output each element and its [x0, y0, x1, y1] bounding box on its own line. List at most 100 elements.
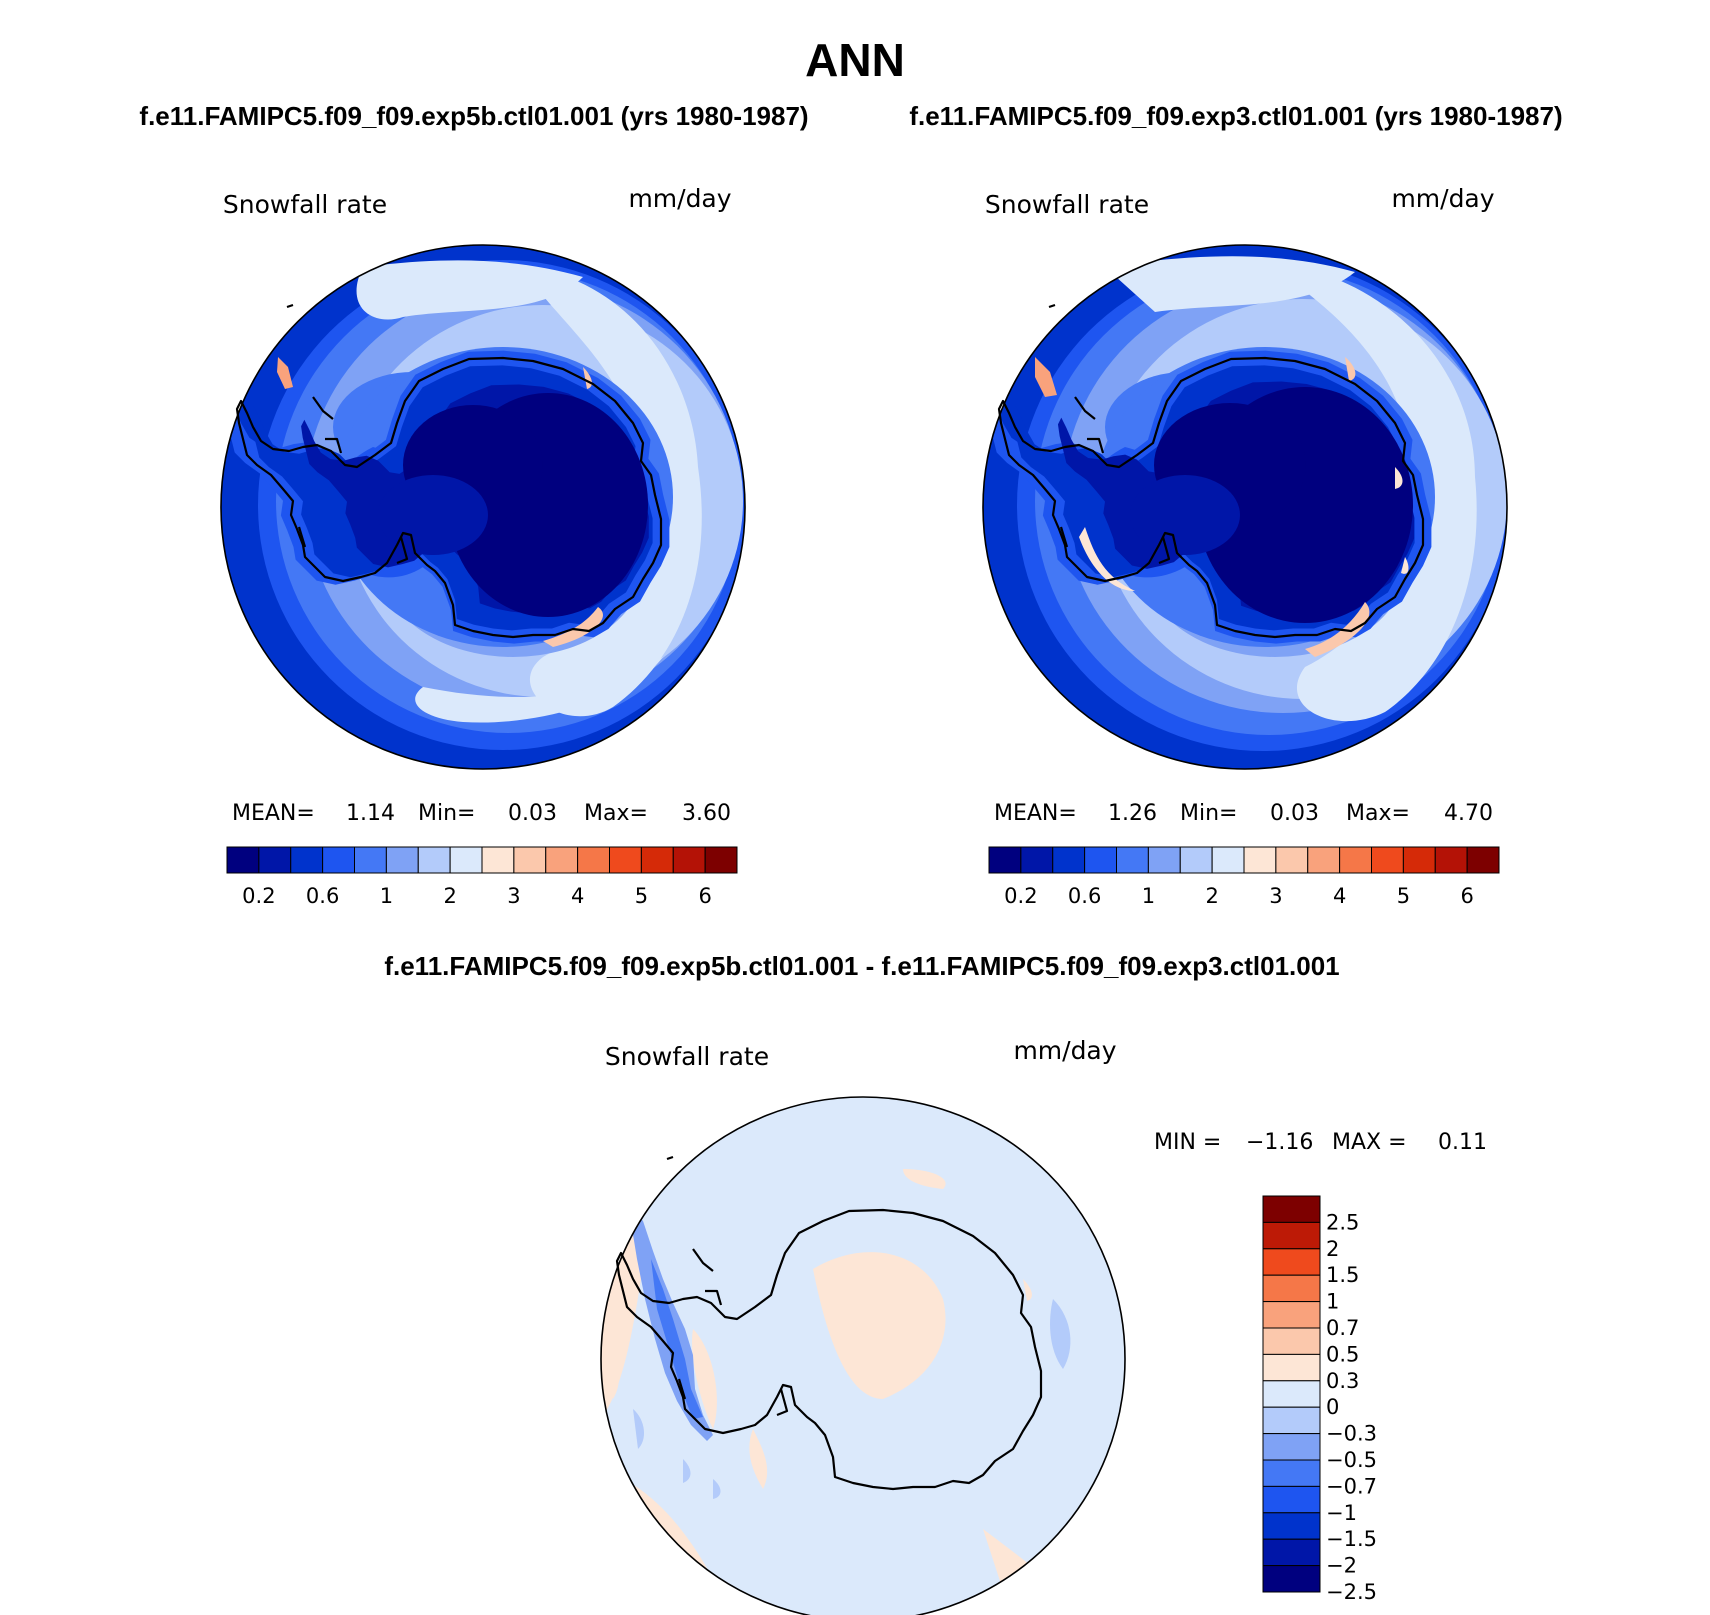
colorbar-tick-label: 2	[443, 884, 456, 908]
colorbar-tick-label: −1	[1326, 1501, 1357, 1525]
colorbar-swatch	[258, 846, 292, 874]
colorbar-swatch	[1262, 1459, 1321, 1487]
colorbar-tick-label: 2.5	[1326, 1210, 1359, 1234]
colorbar-tick-label: −2.5	[1326, 1580, 1377, 1604]
panel-right: Snowfall rate mm/day	[982, 184, 1508, 908]
colorbar-diff: 2.5 21.5 10.70.5 0.30 −0.3−0.5−0.7 −1−1.5 −2−2…	[1262, 1195, 1377, 1604]
panel-right-units: mm/day	[1391, 184, 1494, 213]
min-value: 0.03	[1270, 801, 1319, 826]
main-title: ANN	[805, 34, 905, 86]
colorbar-tick-label: 5	[635, 884, 648, 908]
mean-label: MEAN=	[232, 801, 315, 826]
min-label: Min=	[1180, 801, 1237, 826]
colorbar-swatch	[1211, 846, 1245, 874]
colorbar-swatch	[290, 846, 324, 874]
map-right	[982, 244, 1508, 770]
colorbar-swatch	[1262, 1301, 1321, 1329]
colorbar-tick-label: 1.5	[1326, 1263, 1359, 1287]
colorbar-tick-label: 0.6	[1068, 884, 1101, 908]
colorbar-swatch	[1020, 846, 1054, 874]
colorbar-tick-label: 4	[571, 884, 584, 908]
colorbar-swatch	[1052, 846, 1086, 874]
colorbar-tick-label: 0.2	[1004, 884, 1037, 908]
colorbar-tick-label: 6	[698, 884, 711, 908]
max-value: 4.70	[1444, 801, 1493, 826]
colorbar-swatch	[1402, 846, 1436, 874]
colorbar-swatch	[385, 846, 419, 874]
colorbar-tick-label: 2	[1205, 884, 1218, 908]
diff-min-label: MIN =	[1154, 1130, 1221, 1155]
colorbar-tick-label: 0.6	[306, 884, 339, 908]
colorbar-swatch	[481, 846, 515, 874]
min-value: 0.03	[508, 801, 557, 826]
colorbar-tick-label: −0.3	[1326, 1422, 1377, 1446]
colorbar-swatch	[1262, 1538, 1321, 1567]
colorbar-swatch	[1262, 1327, 1321, 1355]
colorbar-tick-label: −0.7	[1326, 1474, 1377, 1498]
colorbar-swatch	[577, 846, 610, 874]
colorbar-swatch	[609, 846, 642, 874]
max-value: 3.60	[682, 801, 731, 826]
colorbar-swatch	[449, 846, 483, 874]
panel-left: Snowfall rate mm/day	[220, 184, 746, 908]
colorbar-tick-label: −1.5	[1326, 1527, 1377, 1551]
colorbar-swatch	[1466, 846, 1500, 874]
colorbar-swatch	[1262, 1248, 1321, 1276]
colorbar-swatch	[1084, 846, 1117, 874]
map-left	[220, 244, 746, 770]
colorbar-swatch	[1262, 1274, 1321, 1303]
panel-diff-units: mm/day	[1013, 1036, 1116, 1065]
colorbar-tick-label: 0	[1326, 1395, 1339, 1419]
colorbar-right: 0.2 0.6 1 2 3 4 5 6	[988, 846, 1500, 908]
colorbar-swatch	[1262, 1485, 1321, 1514]
diff-max-label: MAX =	[1332, 1130, 1407, 1155]
colorbar-swatch	[1179, 846, 1213, 874]
colorbar-tick-label: 0.7	[1326, 1316, 1359, 1340]
colorbar-swatch	[545, 846, 579, 874]
colorbar-swatch	[1307, 846, 1341, 874]
colorbar-swatch	[1262, 1565, 1321, 1593]
panel-left-stats: MEAN= 1.14 Min= 0.03 Max= 3.60	[232, 801, 731, 826]
mean-label: MEAN=	[994, 801, 1077, 826]
colorbar-tick-label: 4	[1333, 884, 1346, 908]
colorbar-tick-label: 2	[1326, 1237, 1339, 1261]
colorbar-swatch	[1434, 846, 1468, 874]
min-label: Min=	[418, 801, 475, 826]
colorbar-swatch	[1147, 846, 1181, 874]
colorbar-swatch	[1116, 846, 1149, 874]
colorbar-swatch	[1262, 1512, 1321, 1540]
colorbar-left: 0.2 0.6 1 2 3 4 5 6	[226, 846, 738, 908]
colorbar-tick-label: 0.2	[242, 884, 275, 908]
panel-right-stats: MEAN= 1.26 Min= 0.03 Max= 4.70	[994, 801, 1493, 826]
diff-min-value: −1.16	[1246, 1130, 1313, 1155]
colorbar-swatch	[1262, 1433, 1321, 1461]
colorbar-tick-label: 0.3	[1326, 1369, 1359, 1393]
colorbar-swatch	[1262, 1380, 1321, 1408]
colorbar-tick-label: 1	[380, 884, 393, 908]
mean-value: 1.14	[346, 801, 395, 826]
colorbar-swatch	[354, 846, 387, 874]
case-name-right: f.e11.FAMIPC5.f09_f09.exp3.ctl01.001 (yr…	[909, 101, 1562, 131]
colorbar-swatch	[226, 846, 260, 874]
colorbar-swatch	[1262, 1221, 1321, 1250]
diff-min-max: MIN = −1.16 MAX = 0.11	[1154, 1130, 1487, 1155]
colorbar-swatch	[672, 846, 706, 874]
panel-left-units: mm/day	[628, 184, 731, 213]
max-label: Max=	[584, 801, 648, 826]
map-diff	[600, 1096, 1126, 1615]
colorbar-tick-label: 5	[1397, 884, 1410, 908]
colorbar-tick-label: 1	[1326, 1290, 1339, 1314]
panel-right-variable: Snowfall rate	[985, 190, 1149, 219]
colorbar-swatch	[1243, 846, 1277, 874]
colorbar-swatch	[1262, 1353, 1321, 1382]
colorbar-tick-label: −2	[1326, 1554, 1357, 1578]
case-name-left: f.e11.FAMIPC5.f09_f09.exp5b.ctl01.001 (y…	[139, 101, 808, 131]
colorbar-swatch	[704, 846, 738, 874]
colorbar-tick-label: −0.5	[1326, 1448, 1377, 1472]
diff-max-value: 0.11	[1438, 1130, 1487, 1155]
colorbar-swatch	[1339, 846, 1372, 874]
max-label: Max=	[1346, 801, 1410, 826]
panel-diff-variable: Snowfall rate	[605, 1042, 769, 1071]
colorbar-tick-label: 0.5	[1326, 1342, 1359, 1366]
